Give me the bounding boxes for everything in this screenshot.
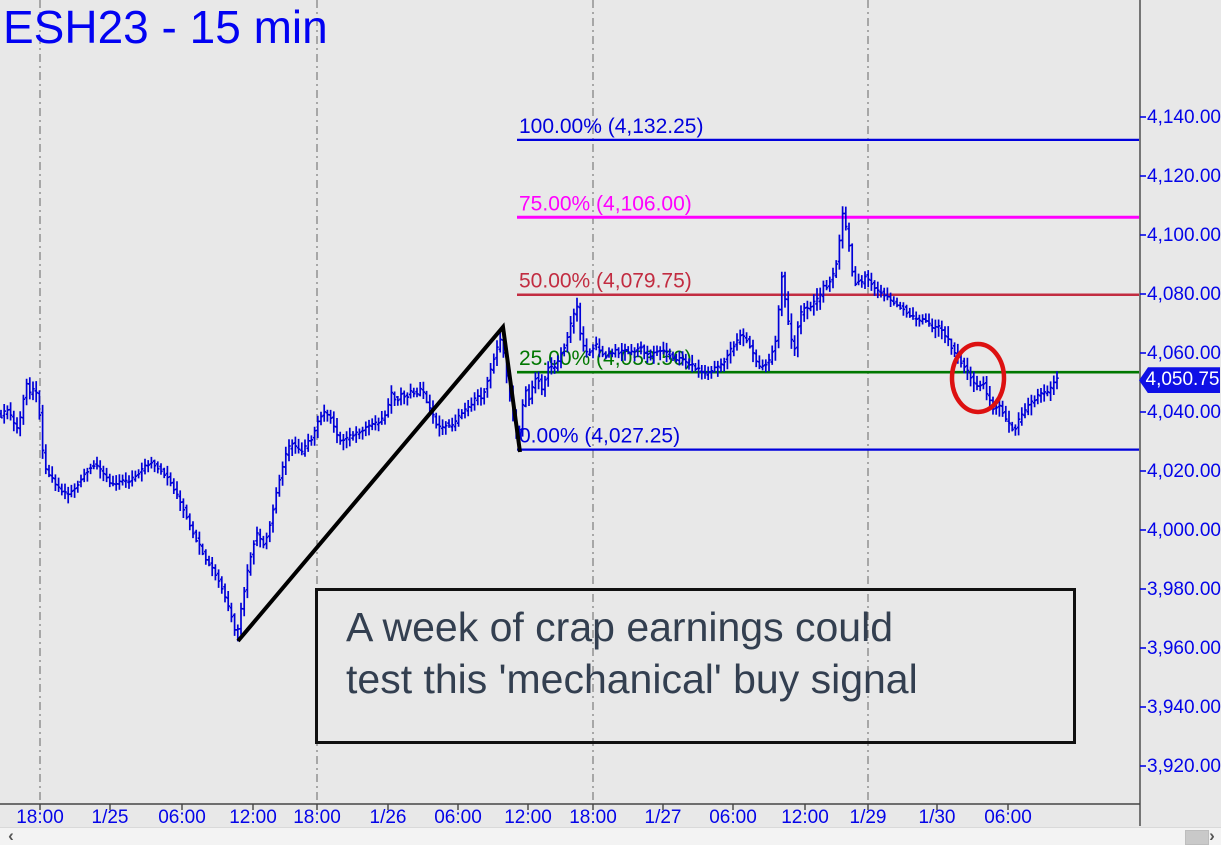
- y-axis-label: 3,960.00: [1147, 638, 1221, 659]
- fib-level-label: 75.00% (4,106.00): [519, 192, 692, 215]
- fib-level-label: 50.00% (4,079.75): [519, 270, 692, 293]
- y-axis-label: 4,040.00: [1147, 402, 1221, 423]
- y-axis-label: 4,060.00: [1147, 343, 1221, 364]
- last-price-value: 4,050.75: [1145, 369, 1220, 391]
- y-axis-label: 4,020.00: [1147, 461, 1221, 482]
- x-axis-label: 12:00: [781, 807, 829, 828]
- annotation-line-1: A week of crap earnings could: [346, 604, 893, 650]
- x-axis-label: 06:00: [984, 807, 1032, 828]
- x-axis-label: 18:00: [16, 807, 64, 828]
- scroll-left-icon[interactable]: ‹: [8, 826, 14, 845]
- x-axis-label: 12:00: [229, 807, 277, 828]
- annotation-line-2: test this 'mechanical' buy signal: [346, 656, 918, 702]
- y-axis-label: 3,980.00: [1147, 579, 1221, 600]
- y-axis-label: 3,940.00: [1147, 697, 1221, 718]
- price-bars-series: [0, 206, 1059, 642]
- x-axis-label: 1/29: [849, 807, 887, 828]
- x-axis-label: 1/27: [644, 807, 682, 828]
- x-axis-label: 06:00: [709, 807, 757, 828]
- x-axis-label: 06:00: [434, 807, 482, 828]
- last-price-tag: 4,050.75: [1139, 367, 1220, 394]
- x-axis-label: 12:00: [504, 807, 552, 828]
- x-axis-label: 1/25: [91, 807, 129, 828]
- trendline-annotation: [236, 322, 522, 643]
- chart-title: ESH23 - 15 min: [3, 1, 328, 53]
- fib-level-label: 100.00% (4,132.25): [519, 115, 703, 138]
- y-axis-label: 4,120.00: [1147, 166, 1221, 187]
- scroll-right-icon[interactable]: ›: [1209, 826, 1215, 845]
- x-axis-label: 18:00: [569, 807, 617, 828]
- y-axis-label: 3,920.00: [1147, 756, 1221, 777]
- x-axis-label: 06:00: [158, 807, 206, 828]
- y-axis-label: 4,080.00: [1147, 284, 1221, 305]
- x-axis-label: 18:00: [293, 807, 341, 828]
- x-axis-label: 1/26: [369, 807, 407, 828]
- horizontal-scrollbar-track[interactable]: [0, 827, 1221, 845]
- y-axis-label: 4,000.00: [1147, 520, 1221, 541]
- annotation-text-box: A week of crap earnings could test this …: [315, 588, 1076, 744]
- buy-signal-circle: [949, 341, 1007, 415]
- y-axis-label: 4,100.00: [1147, 225, 1221, 246]
- x-axis-label: 1/30: [918, 807, 956, 828]
- y-axis-label: 4,140.00: [1147, 107, 1221, 128]
- fib-level-label: 0.00% (4,027.25): [519, 425, 680, 448]
